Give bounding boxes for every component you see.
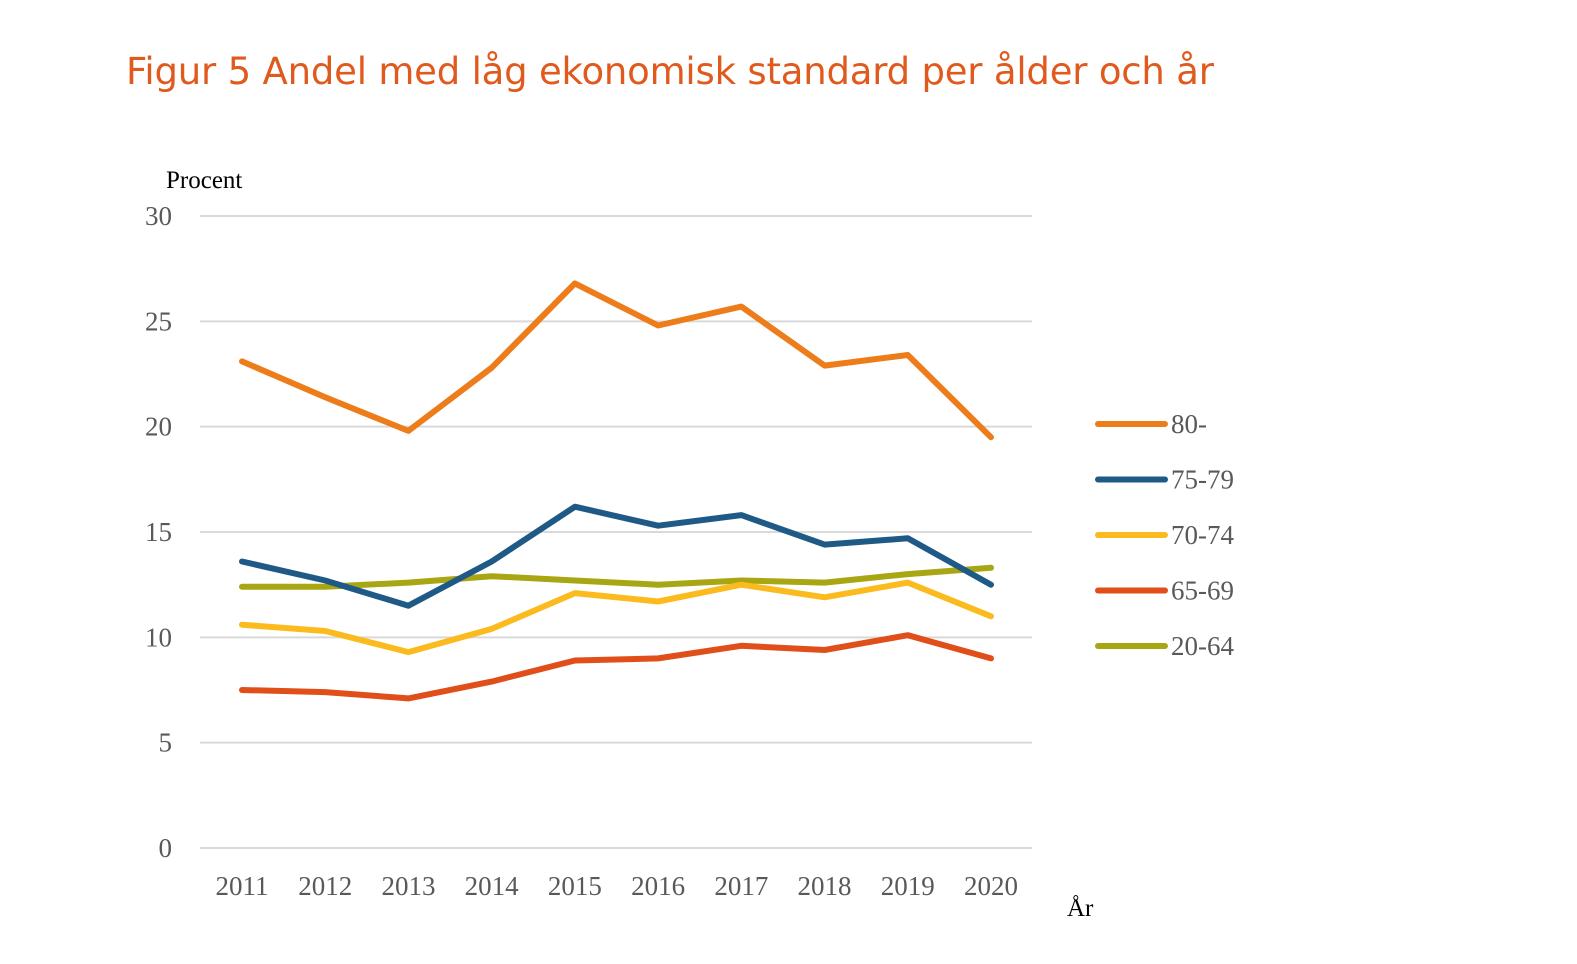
y-axis-ticks: 0 5 10 15 20 25 30 — [145, 201, 172, 863]
legend-label: 75-79 — [1171, 465, 1234, 495]
series-line-80 — [239, 280, 994, 441]
series-line-70-74 — [239, 579, 994, 656]
y-tick-label: 30 — [145, 201, 172, 231]
x-tick-label: 2020 — [964, 871, 1018, 901]
legend-label: 65-69 — [1171, 576, 1234, 606]
series-line-20-64 — [239, 564, 994, 590]
x-tick-label: 2016 — [631, 871, 685, 901]
series-line-65-69 — [239, 632, 994, 702]
x-tick-label: 2015 — [548, 871, 602, 901]
x-tick-label: 2013 — [381, 871, 435, 901]
x-axis-label: År — [1067, 895, 1094, 922]
y-tick-label: 0 — [159, 833, 173, 863]
legend-label: 80- — [1171, 409, 1207, 439]
legend-label: 70-74 — [1171, 520, 1234, 550]
y-tick-label: 15 — [145, 517, 172, 547]
y-tick-label: 25 — [145, 306, 172, 336]
y-tick-label: 10 — [145, 622, 172, 652]
y-tick-label: 20 — [145, 412, 172, 442]
x-tick-label: 2011 — [216, 871, 269, 901]
gridlines — [200, 215, 1032, 849]
legend: 80- 75-79 70-74 65-69 20-64 — [1095, 409, 1234, 661]
x-tick-label: 2012 — [298, 871, 352, 901]
series-line-75-79 — [239, 503, 994, 609]
series-lines — [239, 280, 994, 702]
x-axis-ticks: 2011 2012 2013 2014 2015 2016 2017 2018 2019 2020 — [216, 871, 1019, 901]
x-tick-label: 2017 — [714, 871, 768, 901]
x-tick-label: 2014 — [465, 871, 520, 901]
legend-label: 20-64 — [1171, 631, 1234, 661]
x-tick-label: 2019 — [881, 871, 935, 901]
y-tick-label: 5 — [159, 728, 173, 758]
x-tick-label: 2018 — [798, 871, 852, 901]
figure-title: Figur 5 Andel med låg ekonomisk standard… — [126, 50, 1214, 93]
y-axis-label: Procent — [166, 167, 242, 194]
